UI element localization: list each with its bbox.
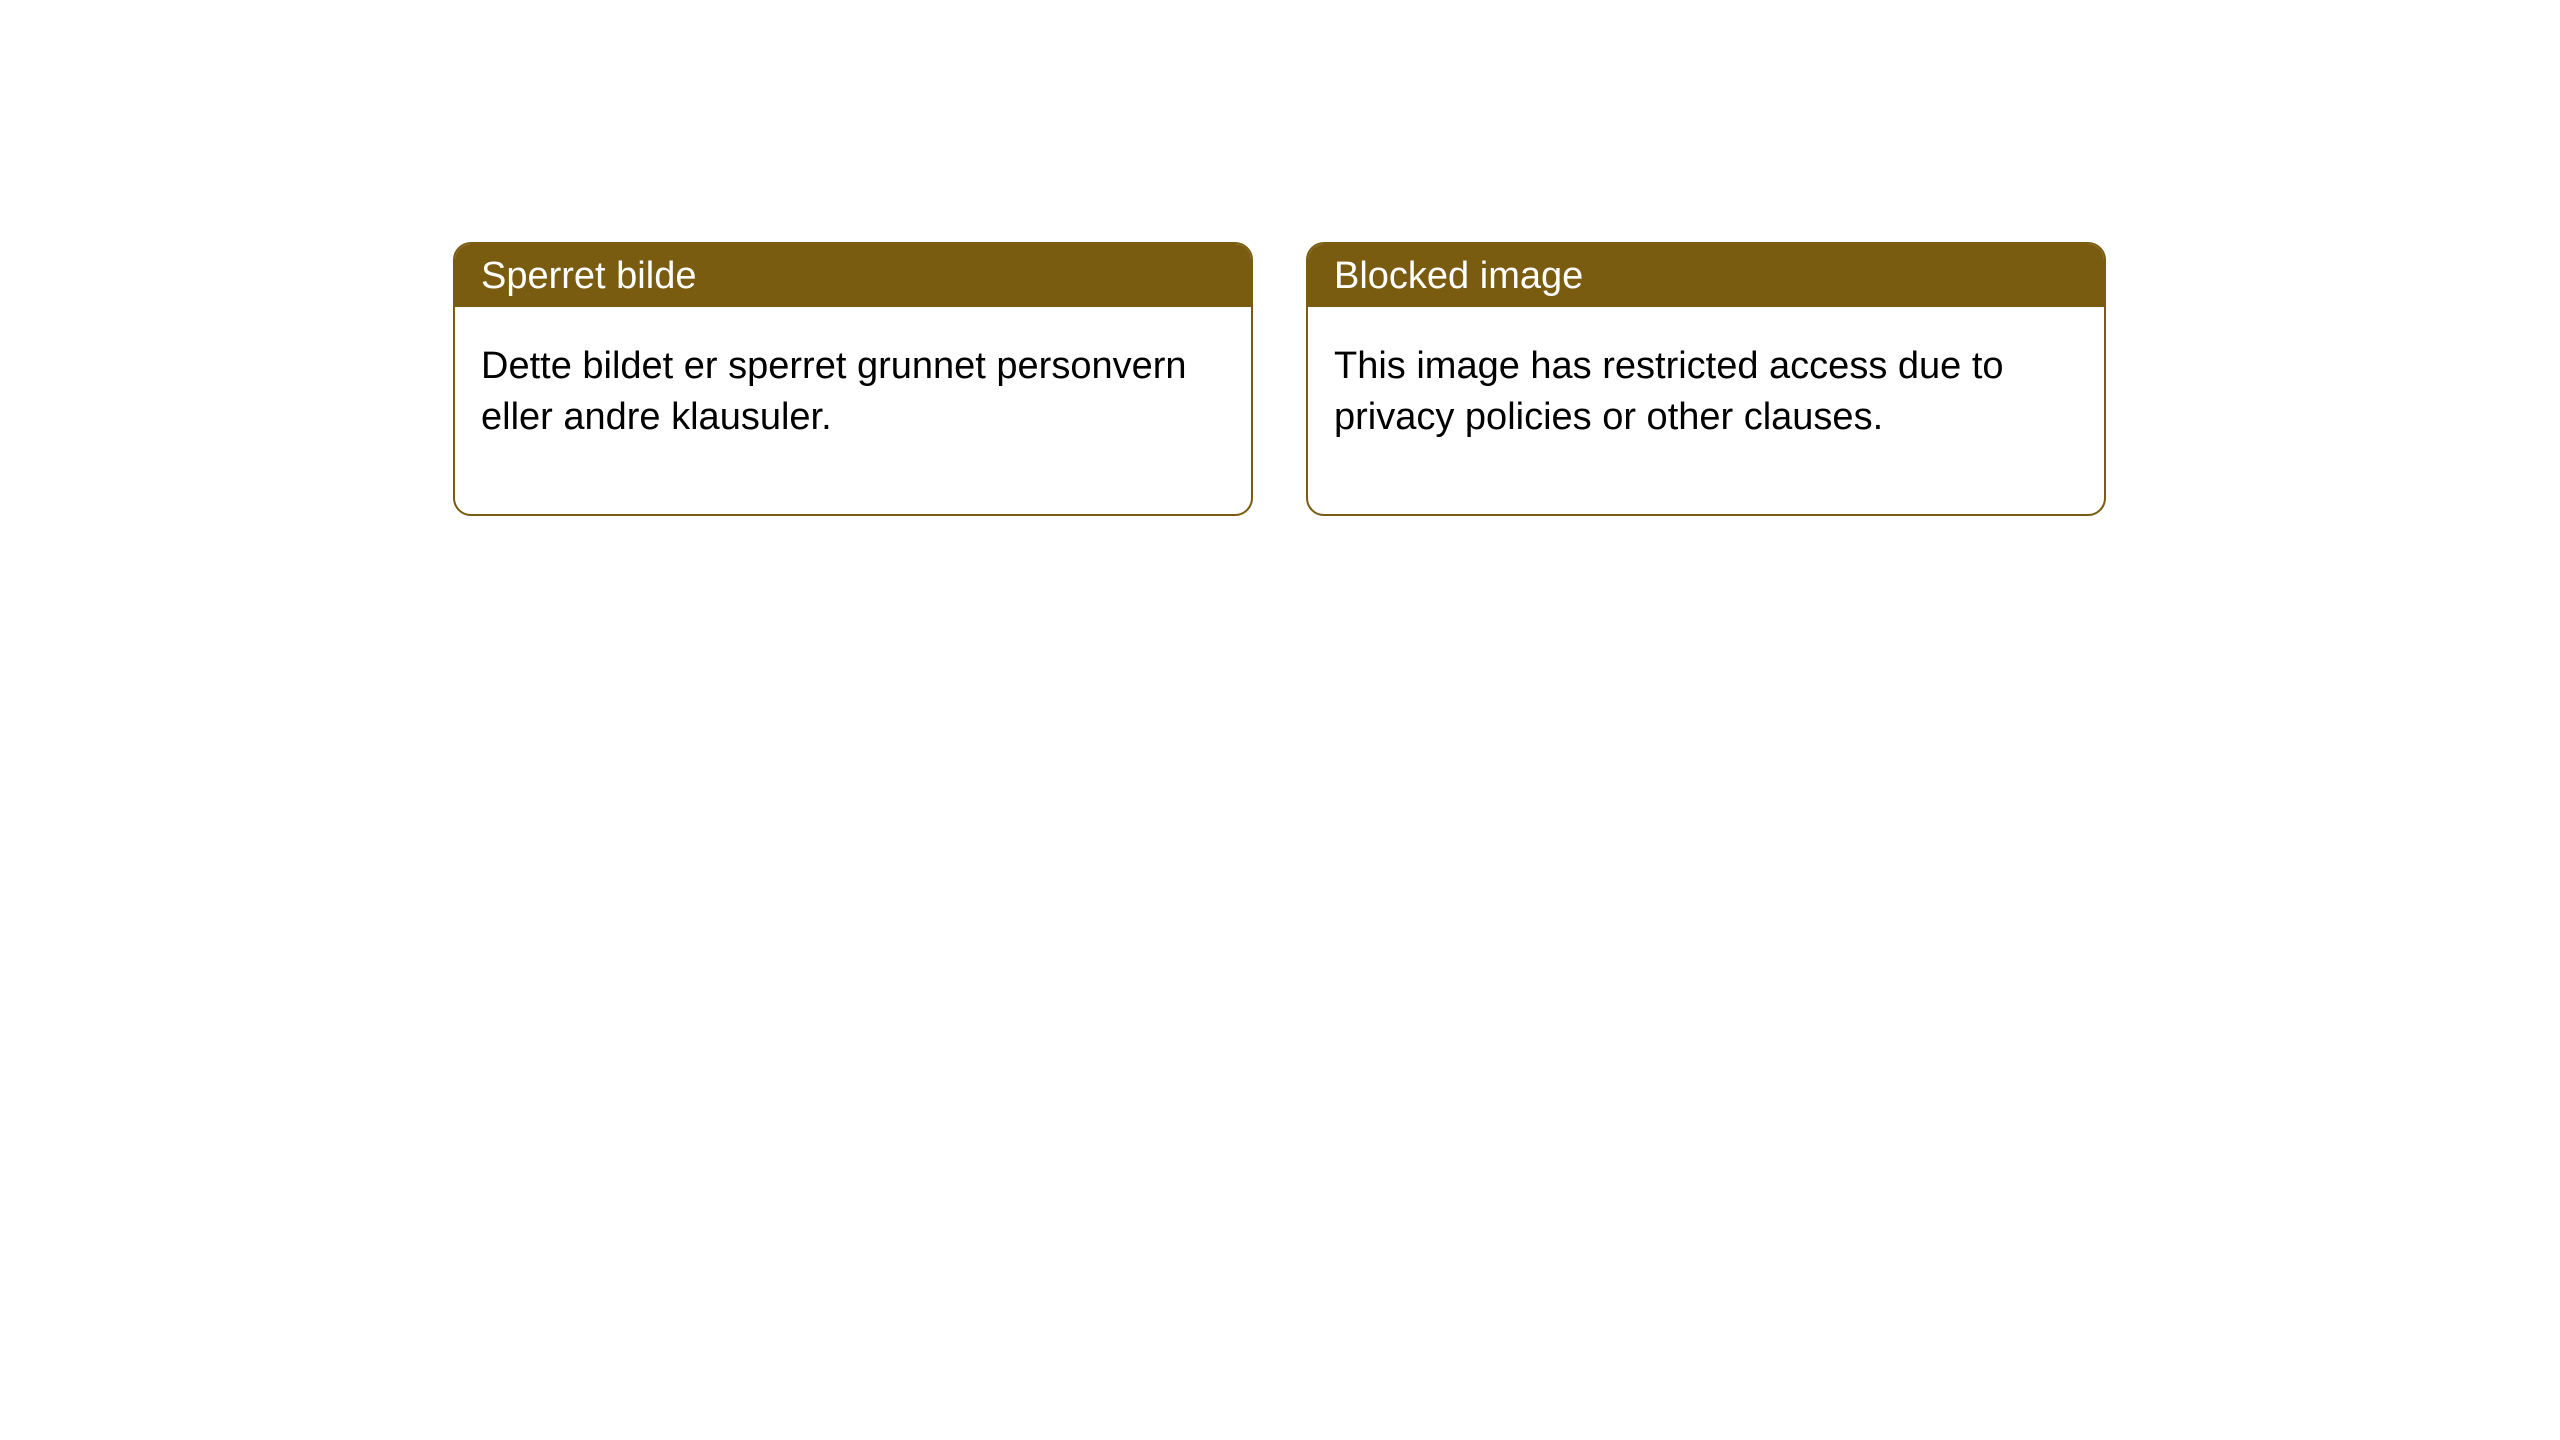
card-title: Blocked image bbox=[1334, 255, 1583, 297]
card-body: This image has restricted access due to … bbox=[1308, 307, 2104, 514]
card-title: Sperret bilde bbox=[481, 255, 696, 297]
card-body-text: This image has restricted access due to … bbox=[1334, 345, 2004, 438]
card-body: Dette bildet er sperret grunnet personve… bbox=[455, 307, 1251, 514]
notice-card-english: Blocked image This image has restricted … bbox=[1306, 242, 2106, 516]
notice-container: Sperret bilde Dette bildet er sperret gr… bbox=[0, 0, 2560, 516]
notice-card-norwegian: Sperret bilde Dette bildet er sperret gr… bbox=[453, 242, 1253, 516]
card-body-text: Dette bildet er sperret grunnet personve… bbox=[481, 345, 1187, 438]
card-header: Sperret bilde bbox=[455, 244, 1251, 307]
card-header: Blocked image bbox=[1308, 244, 2104, 307]
